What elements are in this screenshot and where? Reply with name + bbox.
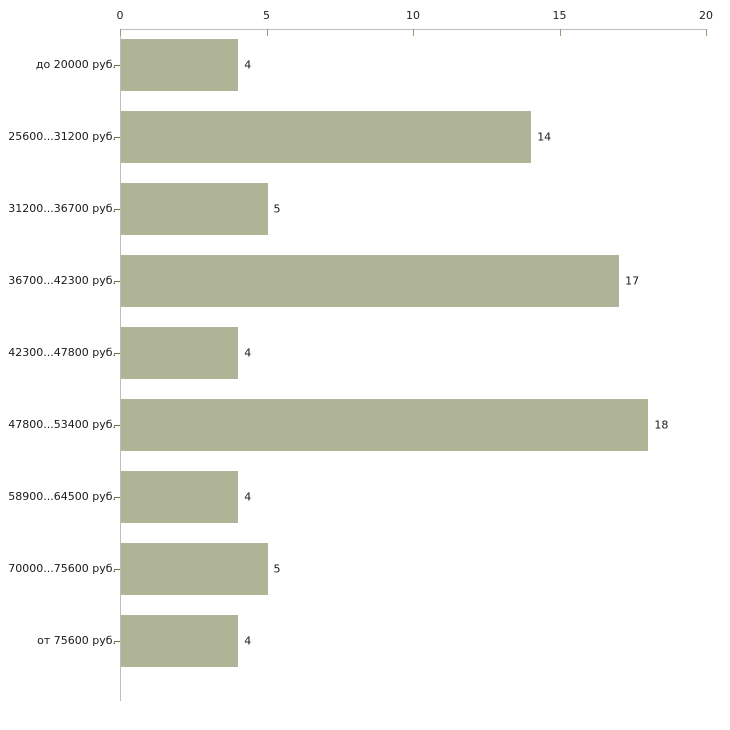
bar-value-label: 4 xyxy=(244,490,252,504)
bar-value-label: 4 xyxy=(244,634,252,648)
y-axis-category-label: 36700...42300 руб. xyxy=(8,274,116,287)
bar-value-label: 17 xyxy=(625,274,640,288)
bar[interactable] xyxy=(121,183,268,235)
y-axis-category-label: 42300...47800 руб. xyxy=(8,346,116,359)
bar[interactable] xyxy=(121,399,649,451)
x-axis-tick-label: 5 xyxy=(263,9,270,22)
y-axis-category-label: от 75600 руб. xyxy=(37,634,116,647)
bar-value-label: 4 xyxy=(244,346,252,360)
y-axis-category-label: до 20000 руб. xyxy=(35,58,116,71)
y-axis-tick xyxy=(114,425,120,426)
x-axis-tick xyxy=(120,29,121,36)
y-axis-tick xyxy=(114,137,120,138)
y-axis-category-label: 31200...36700 руб. xyxy=(8,202,116,215)
bar[interactable] xyxy=(121,615,239,667)
y-axis-category-label: 58900...64500 руб. xyxy=(8,490,116,503)
x-axis-tick-label: 10 xyxy=(406,9,420,22)
bar[interactable] xyxy=(121,327,239,379)
y-axis-tick xyxy=(114,641,120,642)
y-axis-line xyxy=(120,29,121,701)
bar[interactable] xyxy=(121,543,268,595)
bar[interactable] xyxy=(121,111,532,163)
bar[interactable] xyxy=(121,39,239,91)
bar-value-label: 5 xyxy=(273,202,281,216)
x-axis-tick xyxy=(559,29,561,36)
y-axis-tick xyxy=(114,281,120,282)
x-axis-tick-label: 0 xyxy=(116,9,124,22)
y-axis-tick xyxy=(114,497,120,498)
bar[interactable] xyxy=(121,471,239,523)
bar-value-label: 4 xyxy=(244,58,252,72)
x-axis-tick xyxy=(413,29,414,36)
bar-value-label: 18 xyxy=(654,418,669,432)
y-axis-category-label: 47800...53400 руб. xyxy=(8,418,116,431)
y-axis-category-label: 25600...31200 руб. xyxy=(8,130,116,143)
y-axis-tick xyxy=(114,65,120,66)
y-axis-tick xyxy=(114,353,120,354)
x-axis-tick-label: 20 xyxy=(699,9,713,22)
x-axis-tick-label: 15 xyxy=(552,9,567,22)
y-axis-category-label: 70000...75600 руб. xyxy=(8,562,116,575)
y-axis-tick xyxy=(114,569,120,570)
x-axis-tick xyxy=(266,29,268,36)
bar[interactable] xyxy=(121,255,620,307)
x-axis-tick xyxy=(706,29,707,36)
bar-value-label: 14 xyxy=(537,130,552,144)
bar-value-label: 5 xyxy=(273,562,281,576)
y-axis-tick xyxy=(114,209,120,210)
